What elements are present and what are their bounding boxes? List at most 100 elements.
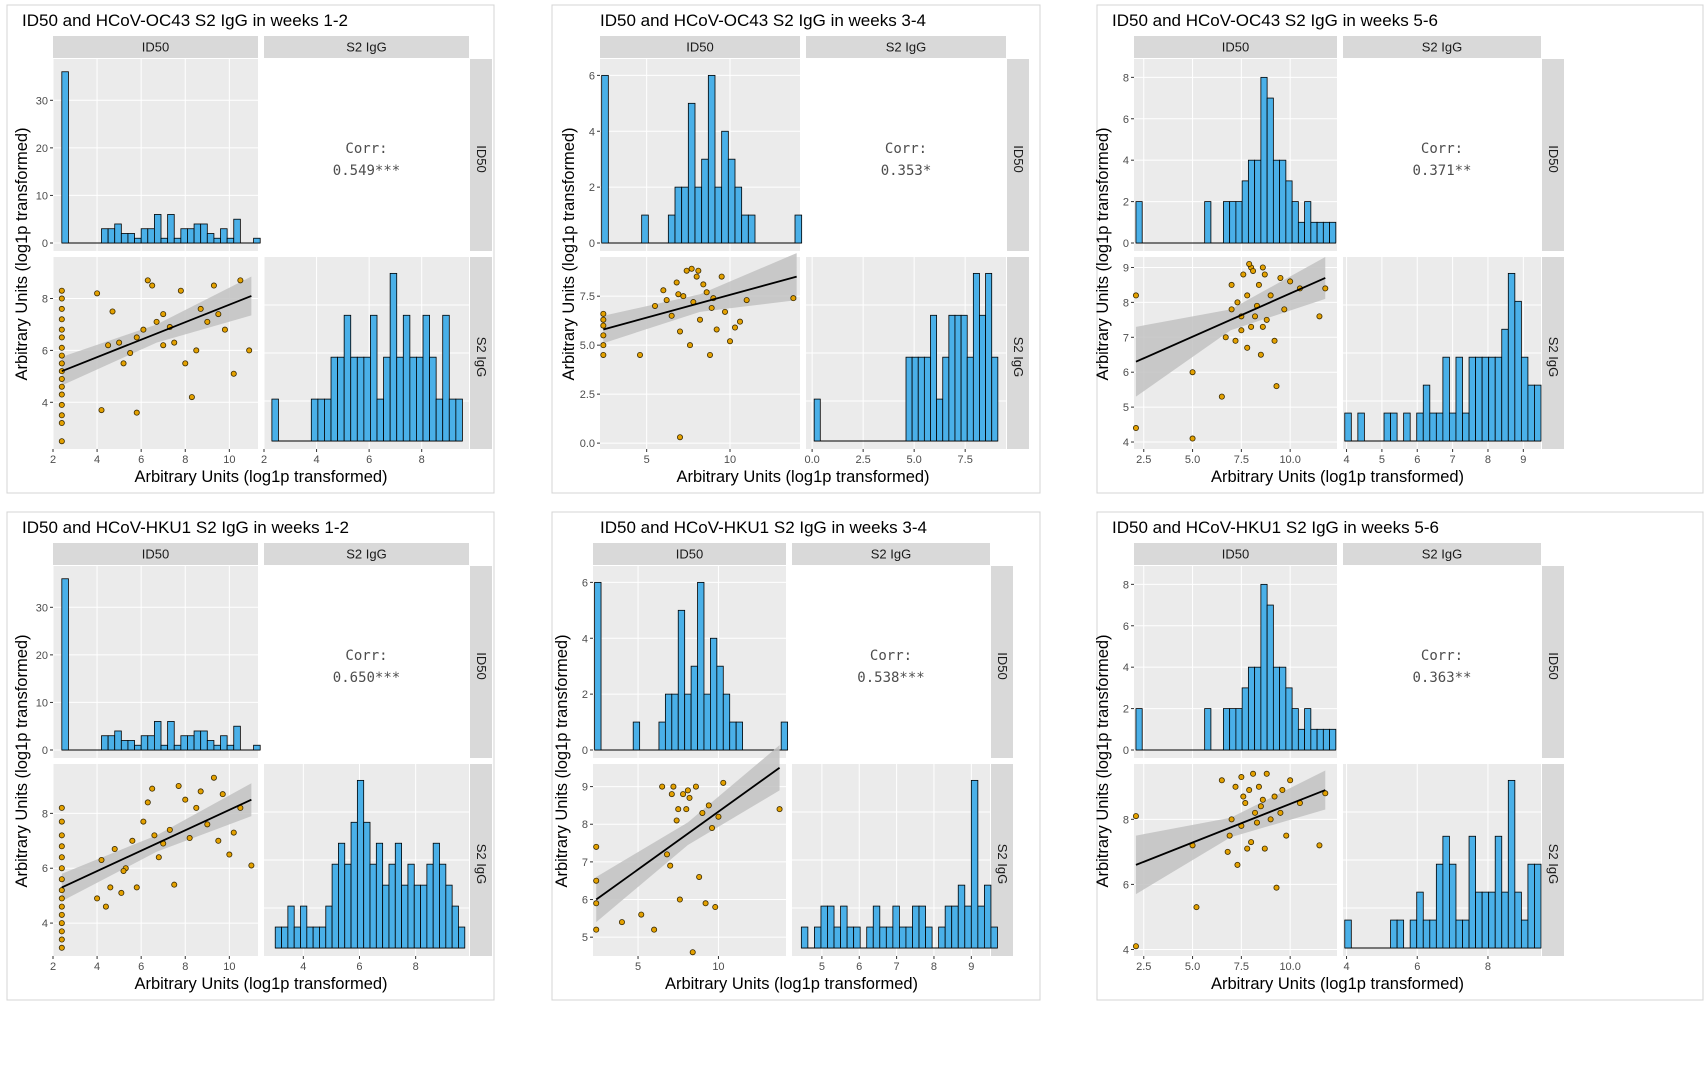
histogram-bar [173,237,182,244]
corr-label: Corr: [345,141,387,157]
scatter-point [663,297,670,304]
scatter-point [638,911,645,918]
histogram-bar [416,356,424,442]
scatter-point [58,928,65,935]
histogram-bar [1266,97,1274,244]
histogram-bar [312,926,320,949]
scatter-point [684,787,691,794]
x-axis-label: Arbitrary Units (log1p transformed) [676,468,929,486]
x-tick-label: 10 [223,961,235,973]
y-tick-label: 7 [1123,332,1129,344]
histogram-bar [281,926,289,949]
x-axis-label: Arbitrary Units (log1p transformed) [1211,468,1464,486]
scatter-point [683,806,690,813]
histogram-bar [167,721,175,751]
histogram-bar [1494,356,1503,442]
scatter-point [712,904,719,911]
scatter-point [737,318,744,325]
scatter-point [1257,803,1264,810]
scatter-point [697,316,704,323]
strip-id50-column [1134,543,1337,565]
histogram-bar [741,214,749,244]
histogram-bar [193,223,202,244]
histogram-bar [912,905,920,949]
strip-id50-row [1542,566,1564,758]
scatter-point [1189,369,1196,376]
histogram-bar [814,926,822,949]
histogram-bar [396,356,404,442]
histogram-bar [1241,687,1249,751]
histogram-bar [213,744,221,751]
scatter-point [58,334,65,341]
scatter-point [1271,793,1278,800]
histogram-bar [394,842,403,949]
histogram-bar [1514,300,1522,442]
strip-label: ID50 [995,652,1010,679]
y-tick-label: 8 [42,808,48,820]
corr-label: Corr: [885,141,927,157]
y-tick-label: 6 [1123,621,1129,633]
scatter-point [58,344,65,351]
scatter-point [171,339,178,346]
scatter-point [680,293,687,300]
x-tick-label: 2.5 [855,454,870,466]
histogram-bar [1390,412,1398,442]
scatter-point [140,818,147,825]
histogram-bar [1475,356,1483,442]
scatter-point [98,407,105,414]
histogram-bar [716,665,724,751]
scatter-point [1234,861,1241,868]
scatter-point [732,324,739,331]
scatter-point [1240,271,1247,278]
histogram-bar [1344,412,1352,442]
histogram-bar [1468,356,1476,442]
scatter-point [58,316,65,323]
scatter-point [230,370,237,377]
scatter-point [1259,323,1266,330]
histogram-bar [905,926,913,949]
histogram-bar [664,693,673,751]
strip-s2-row [1007,257,1029,449]
histogram-bar [727,158,736,244]
histogram-bar [911,356,919,442]
scatter-point [94,290,101,297]
histogram-bar [923,356,931,442]
scatter-point [677,328,684,335]
histogram-bar [363,356,371,442]
histogram-bar [1422,384,1431,442]
scatter-point [1277,809,1284,816]
histogram-bar [1254,159,1262,244]
histogram-bar [710,637,718,751]
y-tick-label: 6 [582,895,588,907]
histogram-bar [107,735,116,751]
scatter-point [58,305,65,312]
histogram-bar [1501,891,1509,949]
confidence-ribbon [61,276,252,386]
scatter-point [1132,425,1139,432]
scatter-point [160,311,167,318]
scatter-point [1263,770,1270,777]
histogram-bar [1316,728,1324,751]
scatter-point [197,788,204,795]
strip-label: S2 IgG [1546,337,1561,377]
histogram-bar [337,356,345,442]
y-axis-label: Arbitrary Units (log1p transformed) [13,127,31,380]
scatter-point [107,884,114,891]
figure-block-1: ID50 and HCoV-OC43 S2 IgG in weeks 1-2 ID… [6,4,495,494]
histogram-bar [1390,919,1398,949]
scatter-point [707,351,714,358]
histogram-bar [448,398,457,442]
scatter-point [1238,774,1245,781]
scatter-point [204,821,211,828]
y-tick-label: 20 [36,143,48,155]
histogram-bar [601,74,609,244]
y-tick-label: 4 [1123,155,1129,167]
scatter-point [102,903,109,910]
figure-block-2: ID50 and HCoV-OC43 S2 IgG in weeks 3-4 ID… [551,4,1041,494]
strip-label: ID50 [1546,652,1561,679]
histogram-bar [632,721,641,751]
histogram-bar [1520,356,1529,442]
histogram-bar [134,744,142,751]
histogram-bar [1235,201,1243,244]
